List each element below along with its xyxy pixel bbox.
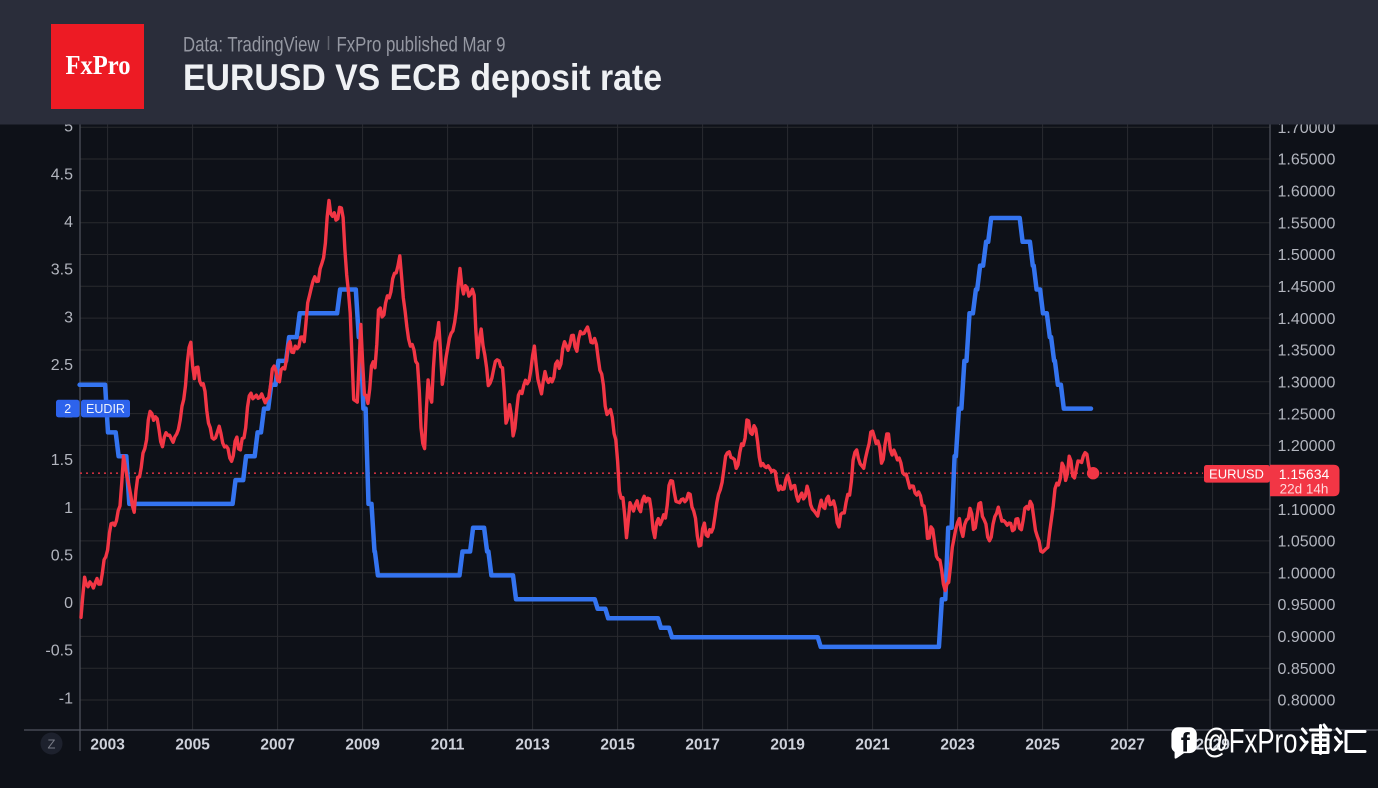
svg-text:1.45000: 1.45000 [1278, 279, 1336, 296]
svg-text:1.00000: 1.00000 [1278, 565, 1336, 582]
svg-text:2015: 2015 [600, 737, 635, 754]
svg-text:3.5: 3.5 [51, 262, 73, 279]
svg-text:0.95000: 0.95000 [1278, 597, 1336, 614]
svg-text:2021: 2021 [855, 737, 890, 754]
svg-text:2009: 2009 [345, 737, 380, 754]
svg-text:2: 2 [64, 402, 71, 416]
svg-text:1.20000: 1.20000 [1278, 438, 1336, 455]
svg-text:2025: 2025 [1025, 737, 1060, 754]
svg-text:1.05000: 1.05000 [1278, 534, 1336, 551]
svg-text:@FxPro: @FxPro [1203, 723, 1298, 761]
svg-text:5: 5 [64, 119, 73, 136]
svg-text:0.85000: 0.85000 [1278, 661, 1336, 678]
svg-text:1.55000: 1.55000 [1278, 215, 1336, 232]
svg-text:0.5: 0.5 [51, 548, 73, 565]
svg-text:2.5: 2.5 [51, 357, 73, 374]
svg-text:2003: 2003 [90, 737, 125, 754]
svg-text:1.10000: 1.10000 [1278, 502, 1336, 519]
svg-text:1.5: 1.5 [51, 452, 73, 469]
svg-text:-0.5: -0.5 [45, 643, 73, 660]
svg-text:2013: 2013 [515, 737, 550, 754]
svg-text:1.50000: 1.50000 [1278, 247, 1336, 264]
svg-text:2029: 2029 [1195, 737, 1230, 754]
svg-text:Z: Z [48, 737, 56, 752]
svg-text:2019: 2019 [770, 737, 805, 754]
svg-text:1.40000: 1.40000 [1278, 311, 1336, 328]
svg-text:0.90000: 0.90000 [1278, 629, 1336, 646]
svg-text:2017: 2017 [685, 737, 719, 754]
svg-text:0: 0 [64, 595, 73, 612]
svg-text:22d 14h: 22d 14h [1280, 482, 1329, 497]
svg-text:0.80000: 0.80000 [1278, 693, 1336, 710]
svg-text:1.35000: 1.35000 [1278, 343, 1336, 360]
svg-text:1: 1 [64, 500, 73, 517]
svg-text:1.30000: 1.30000 [1278, 375, 1336, 392]
svg-text:Data: TradingView: Data: TradingView [183, 33, 320, 57]
svg-text:3: 3 [64, 309, 73, 326]
svg-text:4: 4 [64, 214, 73, 231]
svg-text:FxPro: FxPro [66, 50, 131, 80]
svg-text:1.25000: 1.25000 [1278, 406, 1336, 423]
svg-text:2005: 2005 [175, 737, 210, 754]
svg-text:EURUSD VS ECB deposit rate: EURUSD VS ECB deposit rate [183, 56, 662, 98]
svg-text:FxPro published Mar 9: FxPro published Mar 9 [337, 33, 506, 57]
svg-text:1.65000: 1.65000 [1278, 152, 1336, 169]
svg-text:2011: 2011 [431, 737, 465, 754]
svg-text:1.60000: 1.60000 [1278, 184, 1336, 201]
svg-text:2027: 2027 [1110, 737, 1144, 754]
svg-text:4.5: 4.5 [51, 166, 73, 183]
svg-text:EURUSD: EURUSD [1209, 466, 1264, 481]
svg-text:f: f [1181, 728, 1191, 758]
svg-text:EUDIR: EUDIR [86, 402, 125, 416]
svg-text:2023: 2023 [940, 737, 975, 754]
svg-text:2007: 2007 [260, 737, 294, 754]
svg-text:-1: -1 [59, 690, 73, 707]
svg-text:1.15634: 1.15634 [1279, 466, 1330, 482]
